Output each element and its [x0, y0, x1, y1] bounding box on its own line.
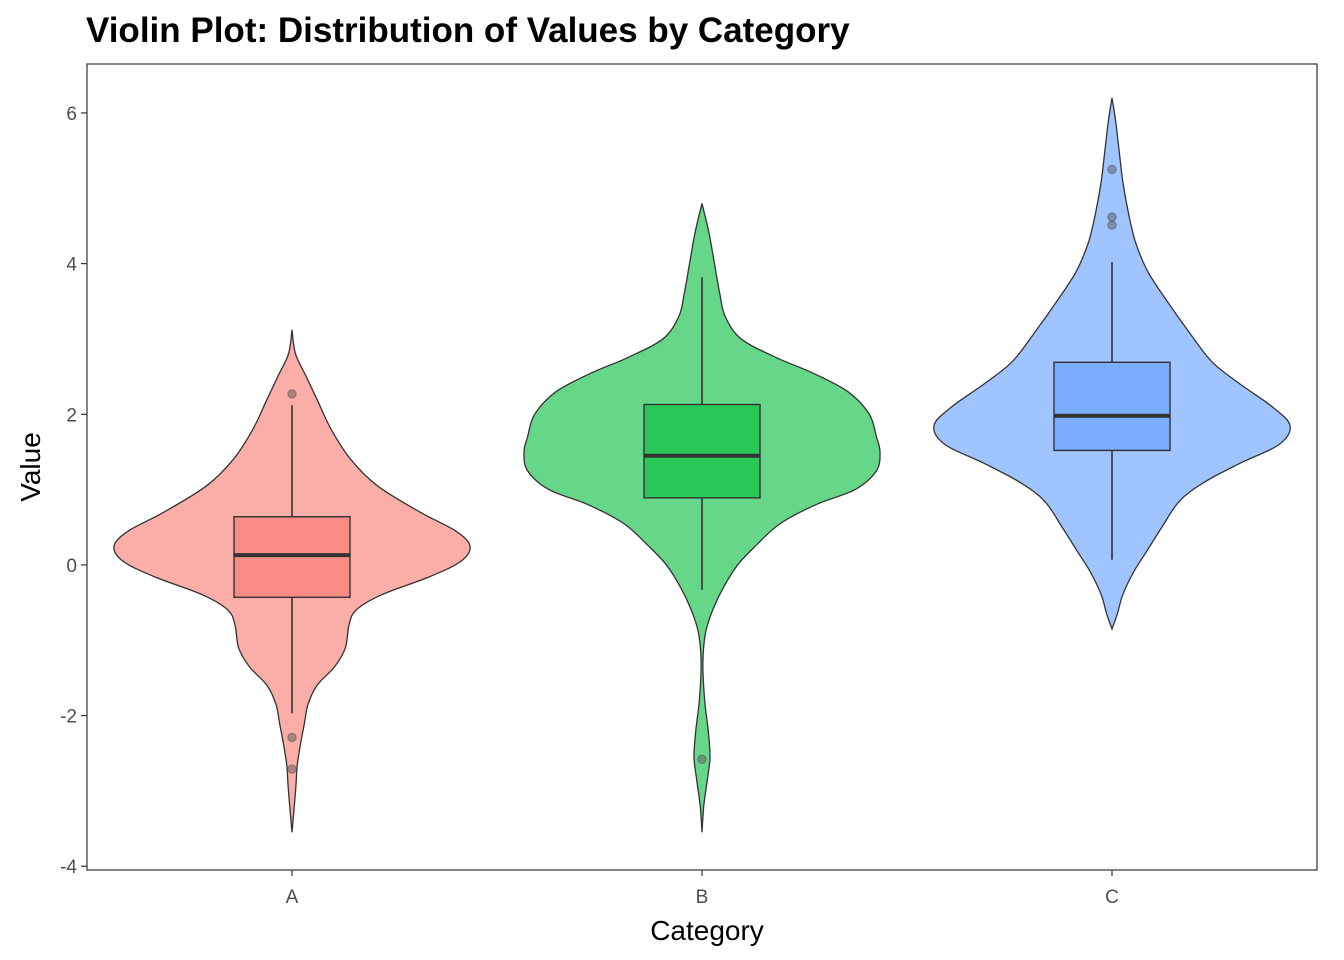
outlier-point-a-2: [287, 764, 297, 774]
outlier-point-c-2: [1107, 220, 1117, 230]
violin-layer: [113, 97, 1291, 833]
x-tick-label-a: A: [286, 887, 299, 908]
y-tick-label: -2: [60, 707, 77, 728]
box-c: [1053, 361, 1171, 452]
x-tick-label-c: C: [1105, 887, 1119, 908]
box-b: [643, 403, 761, 499]
y-axis-title: Value: [15, 432, 46, 502]
violin-group-b: [523, 203, 881, 833]
outlier-point-b-0: [697, 754, 707, 764]
y-tick-label: -4: [60, 857, 77, 878]
outlier-point-a-1: [287, 732, 297, 743]
x-tick-label-b: B: [696, 887, 709, 908]
y-tick-label: 2: [66, 405, 77, 426]
outlier-point-a-0: [287, 389, 297, 399]
outlier-point-c-0: [1107, 164, 1117, 175]
violin-group-c: [933, 97, 1291, 631]
chart-title: Violin Plot: Distribution of Values by C…: [86, 11, 850, 50]
y-tick-label: 0: [66, 556, 77, 577]
x-axis-title: Category: [650, 915, 764, 946]
y-tick-label: 4: [66, 255, 77, 276]
y-tick-label: 6: [66, 104, 77, 125]
x-axis: A B C: [286, 870, 1119, 908]
y-axis: -4 -2 0 2 4 6: [60, 104, 87, 878]
outlier-point-c-1: [1107, 212, 1117, 222]
violin-group-a: [113, 329, 471, 833]
